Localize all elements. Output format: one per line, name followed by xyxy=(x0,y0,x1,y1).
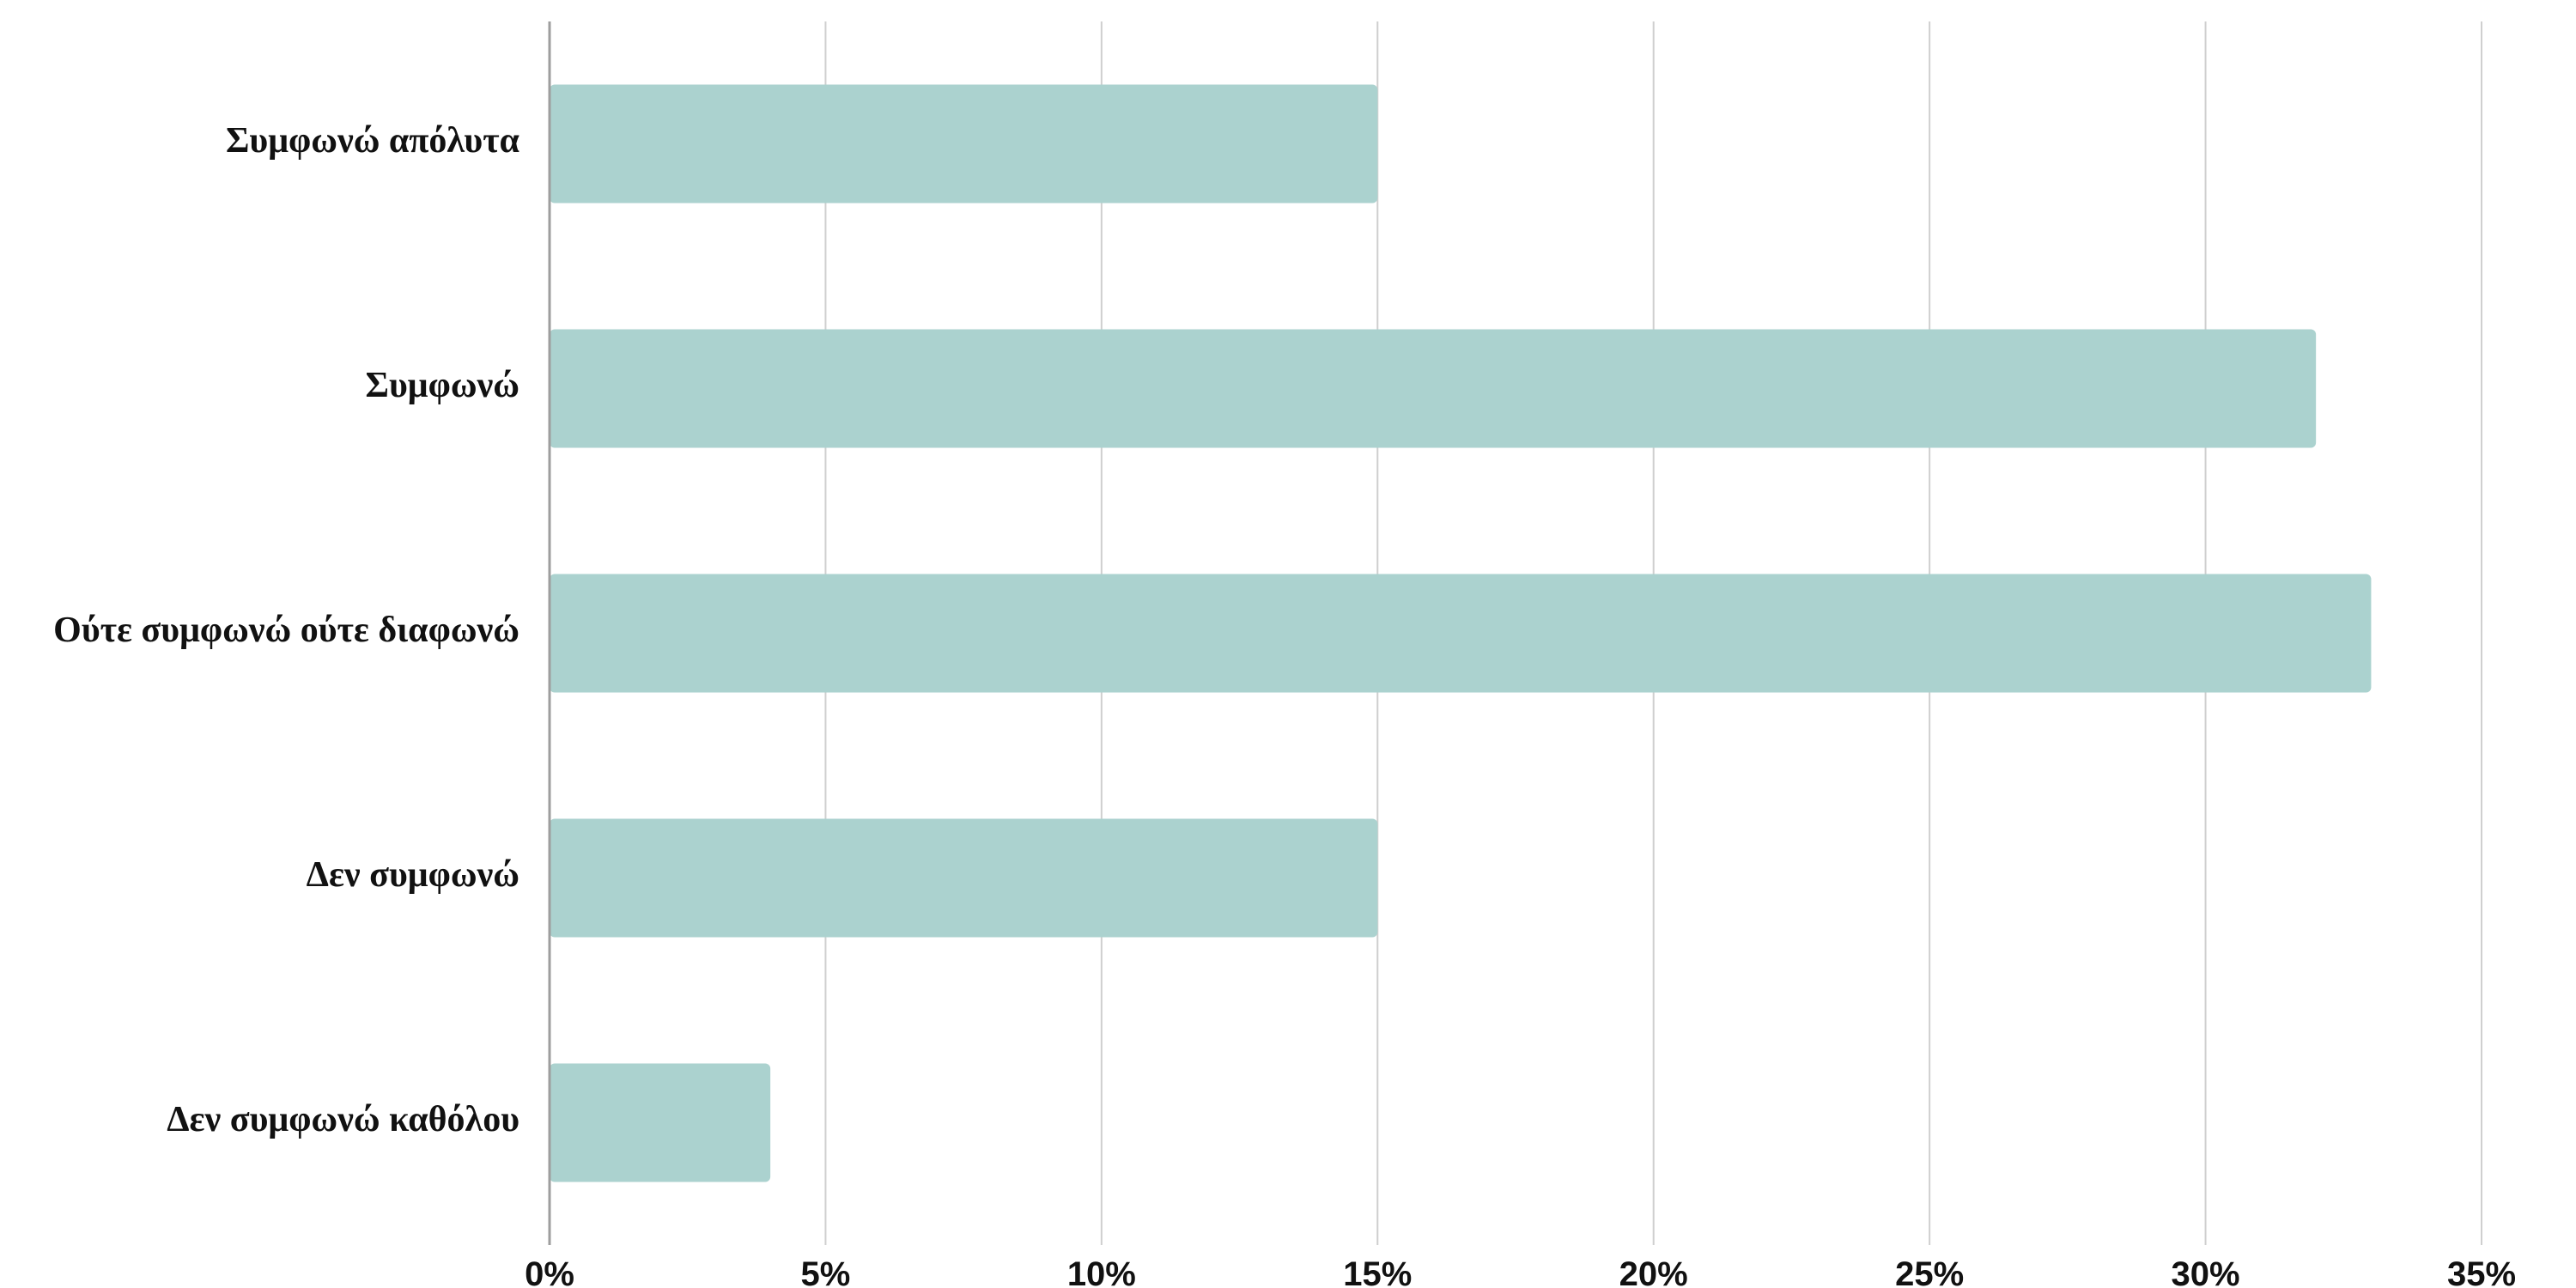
x-tick-label: 5% xyxy=(801,1255,851,1288)
bar xyxy=(550,1063,771,1182)
x-tick-label: 20% xyxy=(1619,1255,1688,1288)
x-tick-label: 30% xyxy=(2172,1255,2240,1288)
category-label: Συμφωνώ απόλυτα xyxy=(226,121,520,161)
x-tick-label: 35% xyxy=(2447,1255,2516,1288)
category-label: Δεν συμφωνώ xyxy=(307,855,519,895)
bar xyxy=(550,818,1378,938)
category-label: Ούτε συμφωνώ ούτε διαφωνώ xyxy=(53,611,519,650)
bar xyxy=(550,329,2317,448)
category-label: Δεν συμφωνώ καθόλου xyxy=(167,1100,519,1139)
x-tick-label: 0% xyxy=(525,1255,574,1288)
category-labels: Συμφωνώ απόλυτα Συμφωνώ Ούτε συμφωνώ ούτε … xyxy=(53,121,519,1139)
x-tick-label: 10% xyxy=(1067,1255,1136,1288)
x-tick-label: 15% xyxy=(1343,1255,1412,1288)
bars xyxy=(550,84,2372,1182)
bar xyxy=(550,574,2372,693)
x-tick-labels: 0% 5% 10% 15% 20% 25% 30% 35% xyxy=(525,1255,2516,1288)
category-label: Συμφωνώ xyxy=(366,366,519,405)
x-tick-label: 25% xyxy=(1895,1255,1964,1288)
bar xyxy=(550,84,1378,204)
